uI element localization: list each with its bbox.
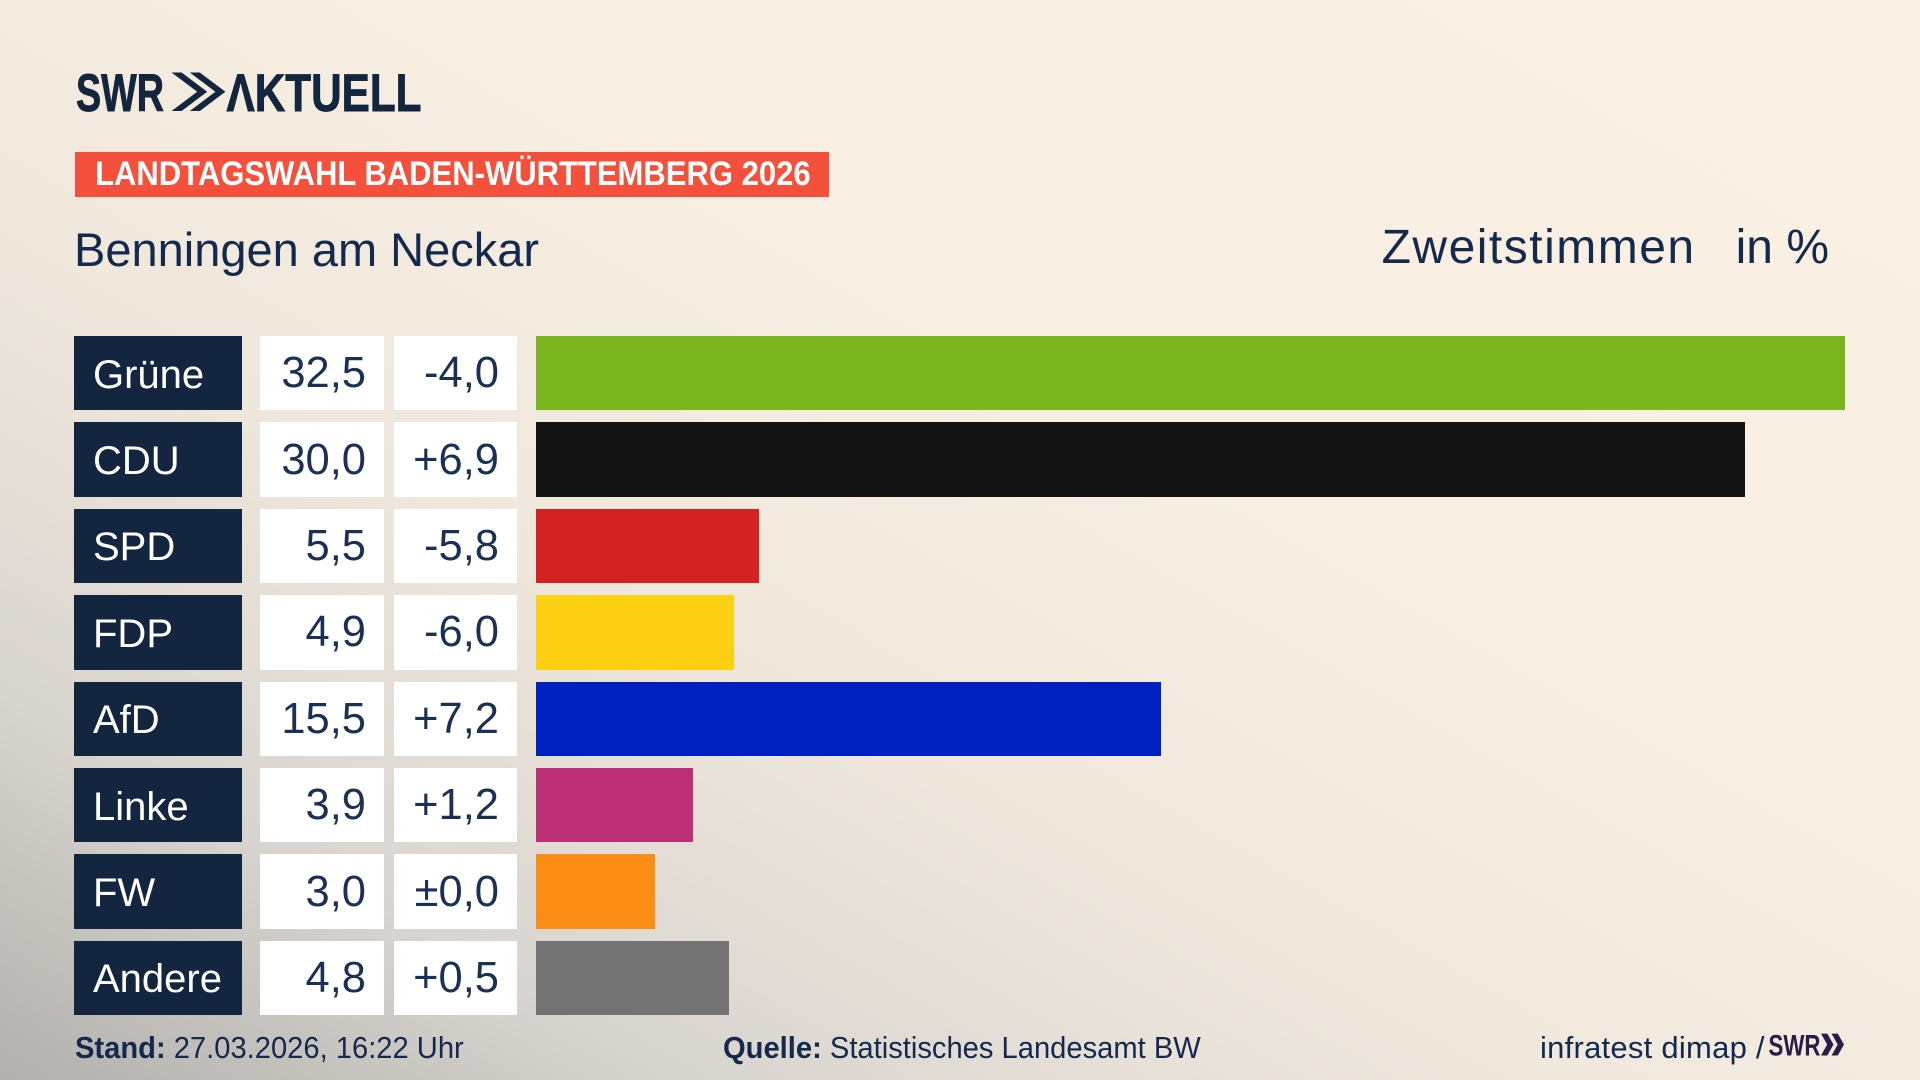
svg-text:SWR: SWR bbox=[1769, 1030, 1821, 1063]
svg-text:ΛKTUELL: ΛKTUELL bbox=[227, 65, 422, 120]
svg-text:SWR: SWR bbox=[76, 65, 164, 120]
